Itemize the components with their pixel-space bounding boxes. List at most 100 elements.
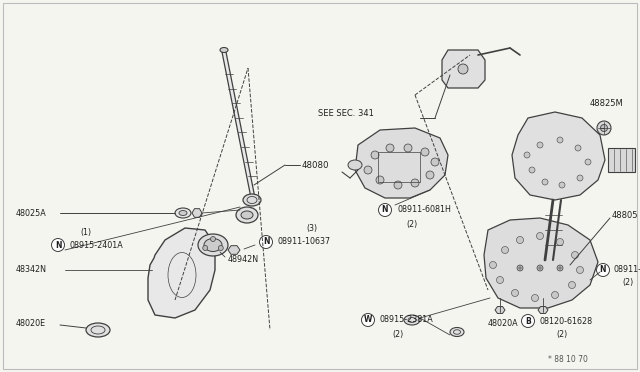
Circle shape (259, 235, 273, 248)
Circle shape (572, 251, 579, 259)
Text: 08915-2381A: 08915-2381A (380, 315, 434, 324)
Ellipse shape (179, 211, 187, 215)
Circle shape (537, 142, 543, 148)
Circle shape (596, 263, 609, 276)
Ellipse shape (198, 234, 228, 256)
Ellipse shape (204, 238, 222, 251)
Text: 48942N: 48942N (228, 256, 259, 264)
Polygon shape (484, 218, 598, 308)
Text: 48805: 48805 (612, 211, 639, 219)
Text: (2): (2) (392, 330, 403, 339)
Circle shape (411, 179, 419, 187)
Circle shape (557, 238, 563, 246)
Circle shape (458, 64, 468, 74)
Text: 08911-10637: 08911-10637 (277, 237, 330, 247)
Ellipse shape (348, 160, 362, 170)
Circle shape (559, 182, 565, 188)
Circle shape (577, 266, 584, 273)
Text: N: N (381, 205, 388, 215)
Circle shape (519, 267, 521, 269)
Circle shape (531, 295, 538, 301)
Circle shape (539, 267, 541, 269)
Text: N: N (600, 266, 606, 275)
Circle shape (364, 166, 372, 174)
Circle shape (516, 237, 524, 244)
Text: SEE SEC. 341: SEE SEC. 341 (318, 109, 374, 118)
Polygon shape (148, 228, 215, 318)
Text: (2): (2) (406, 219, 417, 228)
Text: 48342N: 48342N (16, 266, 47, 275)
Circle shape (386, 144, 394, 152)
Text: W: W (364, 315, 372, 324)
Circle shape (529, 167, 535, 173)
Circle shape (218, 246, 223, 250)
Ellipse shape (175, 208, 191, 218)
Ellipse shape (86, 323, 110, 337)
Ellipse shape (243, 194, 261, 206)
Circle shape (371, 151, 379, 159)
Polygon shape (192, 209, 202, 217)
Circle shape (203, 246, 208, 250)
Text: (3): (3) (306, 224, 317, 234)
Text: N: N (263, 237, 269, 247)
Circle shape (557, 265, 563, 271)
Circle shape (522, 314, 534, 327)
Circle shape (211, 237, 216, 241)
Polygon shape (608, 148, 635, 172)
Circle shape (559, 267, 561, 269)
Circle shape (394, 181, 402, 189)
Ellipse shape (236, 207, 258, 223)
Circle shape (421, 148, 429, 156)
Text: 48020E: 48020E (16, 318, 46, 327)
Polygon shape (495, 307, 505, 314)
Polygon shape (512, 112, 605, 200)
Circle shape (552, 292, 559, 298)
Text: N: N (55, 241, 61, 250)
Circle shape (511, 289, 518, 296)
Circle shape (404, 144, 412, 152)
Circle shape (585, 159, 591, 165)
Circle shape (378, 203, 392, 217)
Circle shape (537, 265, 543, 271)
Circle shape (426, 171, 434, 179)
Circle shape (497, 276, 504, 283)
Circle shape (542, 179, 548, 185)
Text: 08911-6081H: 08911-6081H (614, 266, 640, 275)
Polygon shape (222, 52, 255, 198)
Text: 08120-61628: 08120-61628 (540, 317, 593, 326)
Polygon shape (442, 50, 485, 88)
Circle shape (536, 232, 543, 240)
Text: 48825M: 48825M (590, 99, 624, 108)
Ellipse shape (600, 125, 607, 131)
Text: 48020A: 48020A (488, 320, 518, 328)
Text: B: B (525, 317, 531, 326)
Circle shape (376, 176, 384, 184)
Circle shape (431, 158, 439, 166)
Ellipse shape (241, 211, 253, 219)
Ellipse shape (404, 315, 420, 325)
Text: 48025A: 48025A (16, 208, 47, 218)
Bar (378, 152, 420, 182)
Polygon shape (228, 246, 240, 254)
Text: 08911-6081H: 08911-6081H (397, 205, 451, 215)
Circle shape (517, 265, 523, 271)
Polygon shape (538, 307, 548, 314)
Circle shape (502, 247, 509, 253)
Text: 08915-2401A: 08915-2401A (70, 241, 124, 250)
Polygon shape (355, 128, 448, 198)
Text: * 88 10 70: * 88 10 70 (548, 356, 588, 365)
Ellipse shape (450, 327, 464, 337)
Circle shape (575, 145, 581, 151)
Ellipse shape (220, 48, 228, 52)
Circle shape (51, 238, 65, 251)
Ellipse shape (597, 121, 611, 135)
Text: 48080: 48080 (302, 160, 330, 170)
Text: (1): (1) (80, 228, 91, 237)
Circle shape (362, 314, 374, 327)
Circle shape (577, 175, 583, 181)
Circle shape (568, 282, 575, 289)
Circle shape (557, 137, 563, 143)
Text: (2): (2) (556, 330, 567, 339)
Text: (2): (2) (622, 279, 633, 288)
Circle shape (524, 152, 530, 158)
